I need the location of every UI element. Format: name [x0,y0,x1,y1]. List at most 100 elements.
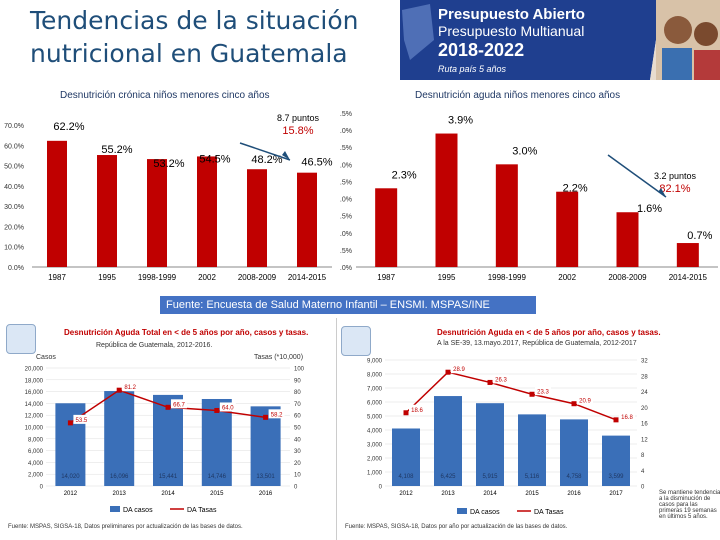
left-tick-label: 3,000 [367,443,383,449]
right-tick-label: 0 [641,485,645,491]
bar [495,164,518,267]
trend-arrow [239,142,291,161]
rate-marker [403,410,409,416]
x-tick-label: 2008-2009 [238,273,277,282]
cases-bar [201,398,232,486]
br-side-note: Se mantiene tendencia a la disminución d… [659,490,720,520]
rates-line [405,371,617,421]
cases-bar [153,394,183,486]
y-tick-label: 30.0% [4,204,24,211]
bottom-left-panel: Desnutrición Aguda Total en < de 5 años … [0,318,336,540]
rate-marker [529,391,535,397]
cases-bar [434,396,462,486]
y-tick-label: 3.5% [340,145,352,152]
rate-label: 58.2 [271,412,283,418]
right-tick-label: 70 [294,402,301,408]
data-label: 1.6% [637,203,662,215]
cases-label: 15,441 [159,474,178,480]
banner-line1: Presupuesto Abierto [438,6,585,23]
y-tick-label: 0.5% [340,248,352,255]
rate-marker [263,414,269,420]
rate-label-bg [451,364,467,374]
cases-bar [104,391,135,486]
trend-arrow-head [658,188,666,197]
y-tick-label: 20.0% [4,224,24,231]
acute-malnutrition-chart: 0.0% 0.5% 1.0% 1.5% 2.0% 2.5% 3.0% 3.5% 4.0% 4.5%… [340,111,718,282]
rate-label-bg [122,382,139,392]
data-label: 48.2% [251,154,282,166]
right-tick-label: 100 [294,367,305,373]
rate-label-bg [619,411,635,421]
br-cases-rates-chart: 0 1,000 2,000 3,000 4,000 5,000 6,000 7,000 8,00… [367,359,648,517]
bar [297,172,317,267]
bar [616,212,639,267]
rate-label-bg [171,399,187,409]
y-tick-label: 4.5% [340,111,352,118]
rate-label: 16.8 [621,415,633,421]
right-tick-label: 30 [294,449,301,455]
rate-label: 66.7 [173,402,185,408]
rate-label-bg [219,402,236,412]
page-title: Tendencias de la situación nutricional e… [30,6,359,68]
right-tick-label: 80 [294,390,301,396]
x-tick-label: 1995 [98,273,116,282]
y-tick-label: 10.0% [4,245,24,252]
annotation-percent: 82.1% [659,183,690,195]
bl-cases-rates-chart: 0 2,000 4,000 6,000 8,000 10,000 12,000 14,000 1… [25,367,305,515]
left-tick-label: 20,000 [25,367,44,373]
guatemala-map-icon [402,4,434,60]
left-tick-label: 2,000 [28,473,44,479]
right-tick-label: 60 [294,414,301,420]
cases-label: 13,501 [256,474,275,480]
y-tick-label: 2.0% [340,197,352,204]
data-label: 3.9% [448,115,473,127]
x-tick-label: 1995 [438,273,456,282]
left-tick-label: 8,000 [28,437,44,443]
rate-marker [445,369,451,375]
x-tick-label: 1987 [48,273,66,282]
left-tick-label: 6,000 [367,401,383,407]
annotation-percent: 15.8% [282,125,313,137]
x-tick-label: 2002 [198,273,216,282]
y-tick-label: 1.5% [340,214,352,221]
y-tick-label: 60.0% [4,143,24,150]
legend-rates-label: DA Tasas [187,507,217,514]
left-tick-label: 7,000 [367,387,383,393]
rate-marker [613,417,619,423]
source-text: Encuesta de Salud Materno Infantil – ENS… [206,299,490,311]
x-tick-label: 2014 [483,491,497,497]
rate-label: 53.5 [76,418,88,424]
x-tick-label: 1998-1999 [488,273,527,282]
rate-label: 28.9 [453,367,465,373]
legend-cases-swatch [457,508,467,514]
bl-right-axis-title: Tasas (*10,000) [254,354,304,361]
rate-label-bg [493,374,509,384]
rate-marker [165,404,171,410]
banner-line3: 2018-2022 [438,40,525,60]
x-tick-label: 2012 [64,491,78,497]
rate-marker [487,379,493,385]
left-tick-label: 0 [379,485,383,491]
right-tick-label: 20 [294,461,301,467]
cases-label: 6,425 [440,474,456,480]
bl-subtitle: República de Guatemala, 2012-2016. [96,342,213,349]
rate-label-bg [73,414,90,424]
bar [375,188,398,267]
data-label: 0.7% [687,230,712,242]
banner-line2: Presupuesto Multianual [438,23,585,39]
y-tick-label: 2.5% [340,179,352,186]
left-tick-label: 9,000 [367,359,383,365]
bottom-right-panel: Desnutrición Aguda en < de 5 años por añ… [336,318,720,540]
banner-line4: Ruta país 5 años [438,64,507,74]
bar [197,156,217,267]
bar [435,133,458,267]
x-tick-label: 2014-2015 [288,273,327,282]
bl-title: Desnutrición Aguda Total en < de 5 años … [64,328,309,337]
right-tick-label: 28 [641,374,648,380]
x-tick-label: 2012 [399,491,413,497]
left-tick-label: 1,000 [367,471,383,477]
x-tick-label: 2008-2009 [608,273,647,282]
x-tick-label: 2014-2015 [669,273,708,282]
cases-label: 3,599 [608,474,624,480]
trend-arrow-head [282,151,290,160]
